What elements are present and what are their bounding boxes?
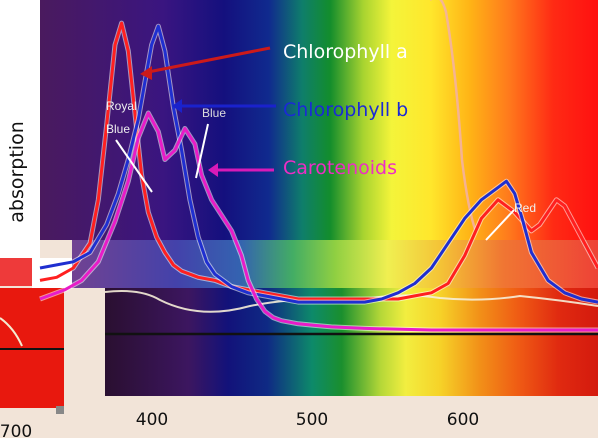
royal-blue-pointer — [115, 139, 153, 193]
carotenoids-line — [39, 111, 598, 332]
x-tick-label-600: 600 — [447, 410, 479, 430]
red-pointer — [485, 209, 515, 241]
y-axis-label-area: absorption — [0, 0, 40, 258]
x-tick-label-700: 700 — [0, 422, 32, 438]
carotenoids-arrowhead — [208, 163, 218, 177]
chlorophyll-a-line — [39, 21, 598, 301]
annotation-blue: Blue — [202, 106, 226, 120]
y-axis-label: absorption — [6, 121, 28, 223]
inset-curve — [0, 317, 23, 347]
legend-chlorophyll-b: Chlorophyll b — [283, 99, 408, 121]
legend-chlorophyll-a: Chlorophyll a — [283, 41, 408, 63]
chlorophyll-b-arrowhead — [172, 99, 182, 113]
chlorophyll-b-line — [39, 24, 598, 304]
spectrum-background-bottom — [105, 288, 598, 396]
series-layer — [39, 20, 598, 333]
spectrum-background-top — [40, 0, 598, 240]
annotation-royal-blue-line1: Royal — [106, 99, 137, 113]
x-tick-label-400: 400 — [136, 410, 168, 430]
legend-carotenoids: Carotenoids — [283, 157, 397, 179]
spectrum-glitch-band — [72, 240, 598, 288]
inset-corner-mark — [56, 406, 64, 414]
overlay-curve-pink — [430, 0, 478, 233]
chlorophyll-a-arrowhead — [140, 66, 152, 80]
blue-pointer — [195, 123, 209, 179]
x-tick-label-500: 500 — [296, 410, 328, 430]
chlorophyll-a-arrow — [147, 46, 271, 74]
annotation-royal-blue-line2: Blue — [106, 122, 130, 136]
annotation-red: Red — [514, 201, 536, 215]
glitch-red-block — [0, 258, 32, 286]
